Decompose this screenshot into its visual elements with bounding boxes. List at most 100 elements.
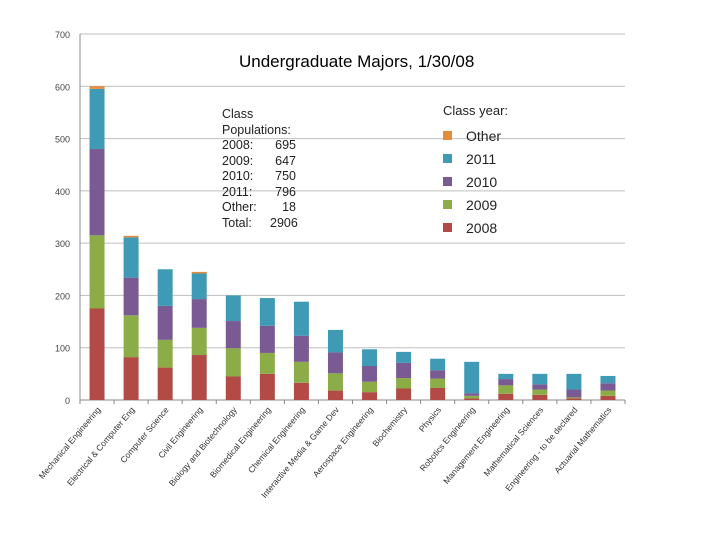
legend-swatch: [443, 131, 452, 140]
bar-segment-2010-14: [566, 389, 582, 398]
bar-segment-2009-5: [259, 352, 275, 374]
legend-item-other: Other: [443, 124, 508, 147]
bar-segment-2008-14: [566, 398, 582, 400]
legend-swatch: [443, 200, 452, 209]
bar-segment-2008-8: [362, 392, 378, 400]
bar-segment-2011-6: [293, 301, 309, 336]
x-tick-label: Actuarial Mathematics: [552, 405, 613, 475]
bar-segment-2010-8: [362, 366, 378, 382]
legend-label: 2011: [466, 150, 497, 167]
bar-segment-2009-0: [89, 235, 105, 309]
bar-segment-2008-3: [191, 355, 207, 400]
population-row: 2011: 796: [222, 185, 296, 201]
y-tick-label: 500: [55, 135, 70, 145]
bar-segment-2008-0: [89, 308, 105, 400]
bar-segment-2010-13: [532, 384, 548, 390]
bar-segment-2009-13: [532, 389, 548, 395]
population-label: Other:: [222, 200, 257, 214]
bar-segment-2010-1: [123, 277, 139, 316]
legend-swatch: [443, 154, 452, 163]
bar-segment-2010-5: [259, 325, 275, 353]
population-label: 2008:: [222, 138, 254, 152]
legend-item-2009: 2009: [443, 193, 508, 216]
bar-segment-2010-9: [396, 362, 412, 379]
bar-segment-2011-15: [600, 375, 616, 384]
population-value: 750: [275, 169, 296, 183]
bar-segment-2009-8: [362, 381, 378, 393]
legend-label: 2008: [466, 219, 498, 236]
bar-segment-2008-6: [293, 382, 309, 400]
population-label: Total:: [222, 215, 252, 230]
bar-segment-2010-0: [89, 149, 105, 236]
bar-segment-2011-8: [362, 349, 378, 367]
x-tick-label: Mathematical Sciences: [482, 405, 546, 478]
x-tick-label: Mechanical Engineering: [37, 405, 103, 481]
population-value: 647: [275, 153, 296, 168]
bar-segment-2008-12: [498, 393, 514, 400]
bar-segment-2011-0: [89, 88, 105, 150]
bar-segment-2008-4: [225, 376, 241, 400]
bar-segment-2010-7: [327, 352, 343, 374]
x-tick-label: Aerospace Engineering: [311, 405, 376, 479]
y-tick-label: 600: [55, 82, 70, 92]
x-tick-label: Physics: [417, 405, 443, 434]
bar-segment-2009-15: [600, 390, 616, 396]
bar-segment-2009-9: [396, 378, 412, 389]
bar-segment-2009-2: [157, 339, 173, 368]
population-value: 796: [275, 184, 296, 199]
bar-segment-2008-10: [430, 387, 446, 400]
bar-segment-2010-15: [600, 383, 616, 391]
bar-segment-2010-12: [498, 379, 514, 386]
x-tick-label: Biomedical Engineering: [208, 405, 273, 480]
population-value: 2906: [270, 215, 298, 230]
legend: Class year: Other 2011 2010 2009 2008: [443, 103, 508, 239]
bar-segment-2009-12: [498, 385, 514, 394]
y-tick-label: 0: [65, 396, 70, 406]
y-tick-label: 200: [55, 291, 70, 301]
legend-label: Other: [466, 127, 502, 144]
legend-swatch: [443, 177, 452, 186]
bar-segment-2011-10: [430, 358, 446, 371]
bar-segment-2010-11: [464, 393, 480, 396]
legend-item-2008: 2008: [443, 216, 508, 239]
bar-segment-2011-1: [123, 237, 139, 278]
bar-segment-2009-7: [327, 373, 343, 391]
legend-label: 2010: [466, 173, 498, 190]
population-label: 2009:: [222, 153, 254, 168]
annotation-heading-line-1: Class: [222, 107, 254, 121]
bar-segment-2008-7: [327, 390, 343, 400]
bar-segment-2010-4: [225, 321, 241, 349]
legend-title: Class year:: [443, 103, 509, 118]
population-label: 2011:: [222, 184, 253, 199]
legend-item-2011: 2011: [443, 147, 508, 170]
bar-segment-2008-15: [600, 395, 616, 400]
bar-segment-2008-9: [396, 388, 412, 400]
bar-segment-2011-12: [498, 373, 514, 380]
bar-segment-2010-10: [430, 370, 446, 379]
bar-segment-2011-14: [566, 373, 582, 390]
bars: [89, 86, 616, 400]
bar-segment-other-3: [191, 271, 207, 274]
annotation-heading-line-2: Populations:: [222, 122, 291, 137]
x-tick-label: Management Engineering: [441, 405, 511, 486]
x-tick-label: Electrical & Computer Eng: [65, 405, 137, 488]
bar-segment-2011-9: [396, 351, 412, 363]
class-populations-annotation: Class Populations: 2008: 695 2009: 647 2010:…: [222, 107, 298, 232]
legend-item-2010: 2010: [443, 170, 508, 193]
bar-segment-other-0: [89, 86, 105, 89]
legend-swatch: [443, 223, 452, 232]
chart-title: Undergraduate Majors, 1/30/08: [239, 52, 475, 71]
bar-segment-2010-6: [293, 335, 309, 362]
population-row: Total: 2906: [222, 215, 298, 232]
bar-segment-2008-13: [532, 394, 548, 400]
population-value: 695: [275, 138, 296, 152]
bar-segment-2010-3: [191, 299, 207, 328]
bar-segment-2011-11: [464, 361, 480, 394]
bar-segment-2009-3: [191, 327, 207, 356]
bar-segment-2009-4: [225, 348, 241, 377]
population-row: Other: 18: [222, 200, 296, 216]
population-label: 2010:: [222, 169, 254, 183]
y-tick-label: 400: [55, 187, 70, 197]
bar-segment-2011-7: [327, 329, 343, 353]
